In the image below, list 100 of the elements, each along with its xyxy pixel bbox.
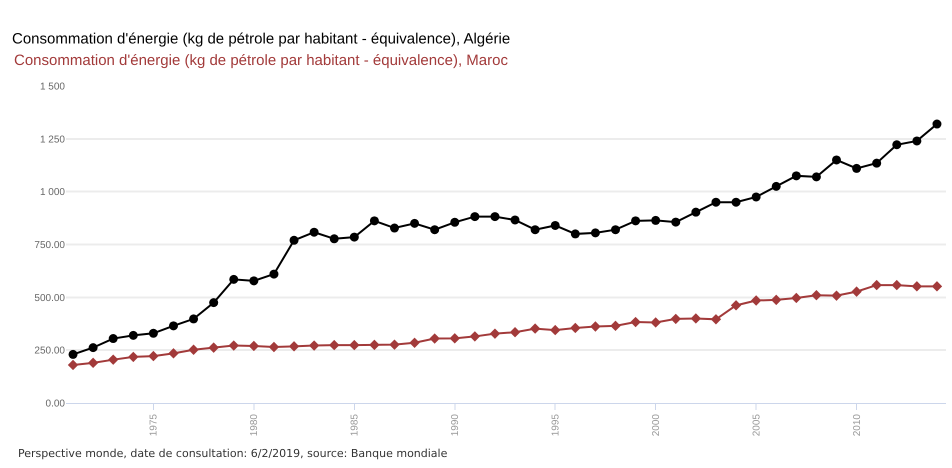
point [530, 225, 540, 234]
point [851, 286, 862, 297]
point [771, 294, 782, 306]
point [429, 333, 440, 344]
point [108, 354, 118, 365]
point [248, 340, 260, 352]
point [550, 324, 560, 336]
point [349, 340, 360, 350]
point [510, 215, 520, 224]
point [450, 218, 460, 227]
point [369, 340, 380, 350]
point [570, 229, 580, 238]
x-tick-label: 1975 [148, 414, 160, 436]
point [670, 314, 681, 324]
point [852, 164, 862, 173]
point [128, 330, 138, 340]
y-tick-label: 1 250 [40, 134, 66, 146]
chart-subtitle: Consommation d'énergie (kg de pétrole par habitant - équivalence), Maroc [14, 52, 508, 69]
point [912, 281, 922, 292]
y-tick-label: 1 500 [40, 82, 66, 92]
x-tick-label: 2005 [751, 414, 762, 436]
point [329, 340, 340, 350]
point [932, 281, 942, 292]
point [871, 280, 882, 290]
y-tick-label: 500.00 [34, 292, 66, 304]
x-tick-label: 1985 [350, 414, 361, 436]
x-tick-label: 2000 [650, 414, 662, 436]
point [730, 300, 742, 311]
point [570, 322, 581, 334]
point [630, 316, 641, 328]
point [148, 328, 158, 338]
y-tick-label: 750.00 [34, 240, 66, 251]
point [108, 334, 118, 344]
point [208, 342, 219, 353]
point [229, 274, 238, 284]
point [812, 172, 821, 182]
point [330, 234, 339, 244]
point [410, 218, 420, 228]
point [268, 342, 280, 352]
point [510, 327, 520, 338]
point [370, 216, 379, 226]
point [189, 314, 198, 324]
x-tick-label: 1980 [249, 414, 260, 436]
point [409, 338, 420, 348]
point [490, 328, 500, 339]
point [148, 350, 159, 362]
point [168, 348, 179, 359]
point [732, 198, 741, 207]
point [128, 352, 139, 362]
point [650, 317, 661, 328]
point [611, 225, 620, 234]
point [310, 228, 319, 237]
point [249, 276, 258, 286]
y-tick-label: 0.00 [46, 398, 66, 410]
x-tick-label: 1995 [550, 414, 562, 436]
point [290, 236, 299, 245]
x-tick-label: 2010 [852, 414, 863, 436]
point [490, 212, 500, 222]
point [269, 270, 278, 279]
point [88, 343, 98, 352]
point [711, 198, 720, 207]
point [228, 340, 239, 351]
point [631, 216, 640, 226]
point [610, 320, 621, 332]
point [168, 321, 178, 330]
point [932, 120, 942, 129]
point [811, 290, 822, 300]
point [389, 339, 400, 350]
chart-title: Consommation d'énergie (kg de pétrole par habitant - équivalence), Algérie [12, 30, 510, 48]
point [831, 290, 842, 301]
point [912, 136, 922, 146]
point [88, 358, 98, 368]
point [892, 280, 902, 290]
point [690, 313, 702, 324]
point [750, 295, 762, 306]
point [470, 212, 480, 222]
point [590, 228, 600, 238]
point [188, 344, 199, 355]
y-tick-label: 1 000 [40, 187, 66, 198]
text: Perspective monde, date de consultation: 6/2/2019, source: Banque mondiale [18, 447, 448, 460]
point [470, 331, 480, 342]
point [430, 225, 440, 234]
point [752, 192, 761, 202]
point [590, 321, 601, 332]
point [892, 140, 902, 150]
point [710, 314, 722, 325]
point [651, 216, 660, 225]
point [550, 220, 560, 230]
point [288, 341, 300, 352]
point [308, 340, 320, 351]
point [792, 171, 801, 180]
point [671, 218, 680, 227]
point [791, 292, 802, 304]
point [209, 298, 218, 308]
point [832, 155, 841, 164]
point [530, 323, 540, 334]
point [68, 360, 78, 370]
point [450, 333, 460, 344]
point [68, 350, 78, 359]
point [390, 224, 399, 233]
